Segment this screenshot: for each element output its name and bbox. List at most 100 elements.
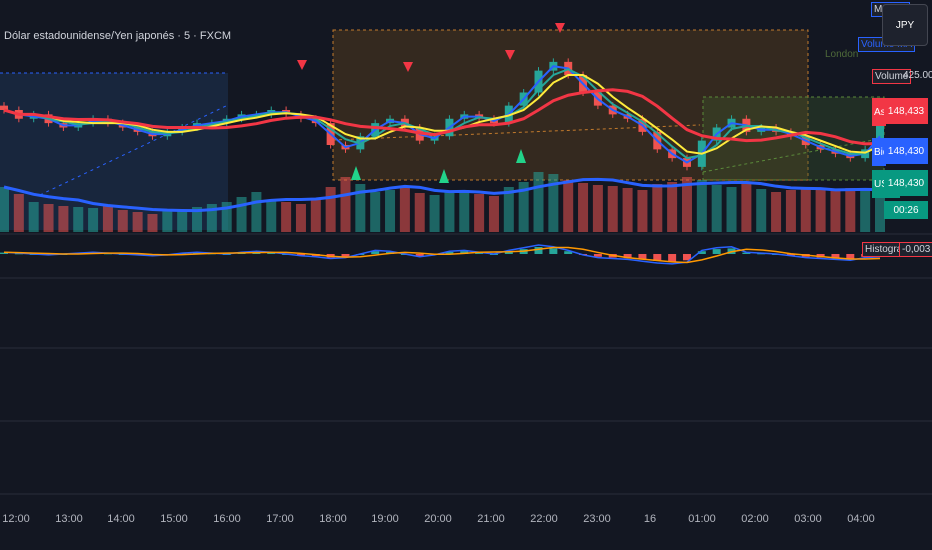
volume-bar bbox=[132, 212, 143, 232]
time-tick-label: 03:00 bbox=[794, 513, 822, 525]
london-session-label: London bbox=[825, 49, 859, 60]
volume-bar bbox=[592, 185, 603, 232]
volume-tag[interactable]: Volume bbox=[872, 69, 912, 84]
volume-bar bbox=[845, 188, 856, 232]
volume-bar bbox=[667, 182, 678, 232]
volume-bar bbox=[563, 180, 574, 232]
volume-bar bbox=[578, 183, 589, 232]
volume-bar bbox=[474, 194, 485, 232]
volume-bar bbox=[815, 189, 826, 232]
time-tick-label: 23:00 bbox=[583, 513, 611, 525]
time-tick-label: 19:00 bbox=[371, 513, 399, 525]
volume-bar bbox=[607, 186, 618, 232]
volume-bar bbox=[43, 204, 54, 232]
time-tick-label: 16 bbox=[644, 513, 656, 525]
sell-signal-arrow bbox=[555, 23, 565, 33]
time-tick-label: 21:00 bbox=[477, 513, 505, 525]
histogram-bar bbox=[682, 254, 691, 261]
volume-bar bbox=[281, 202, 292, 232]
time-tick-label: 18:00 bbox=[319, 513, 347, 525]
volume-bar bbox=[13, 194, 24, 232]
volume-bar bbox=[429, 195, 440, 232]
histogram-bar bbox=[786, 254, 795, 256]
volume-bar bbox=[830, 191, 841, 232]
volume-bar bbox=[459, 190, 470, 232]
histogram-bar bbox=[534, 247, 543, 254]
histogram-bar bbox=[415, 254, 424, 257]
volume-bar bbox=[444, 192, 455, 232]
histogram-bar bbox=[623, 254, 632, 259]
time-tick-label: 22:00 bbox=[530, 513, 558, 525]
volume-bar bbox=[771, 192, 782, 232]
london-trend-line bbox=[702, 137, 885, 173]
time-tick-label: 15:00 bbox=[160, 513, 188, 525]
volume-bar bbox=[236, 197, 247, 232]
time-tick-label: 13:00 bbox=[55, 513, 83, 525]
volume-bar bbox=[28, 202, 39, 232]
volume-bar bbox=[117, 210, 128, 232]
volume-bar bbox=[355, 184, 366, 232]
price-tag-name-ask: Ask bbox=[872, 98, 891, 126]
price-tag-value-ask: 148,433 bbox=[884, 98, 928, 124]
buy-signal-arrow bbox=[516, 149, 526, 163]
volume-bar bbox=[251, 192, 262, 232]
volume-bar bbox=[266, 200, 277, 232]
volume-bar bbox=[488, 196, 499, 232]
histogram-bar bbox=[593, 254, 602, 257]
volume-bar bbox=[875, 192, 885, 232]
countdown-tag: 00:26 bbox=[884, 201, 928, 219]
volume-bar bbox=[162, 211, 173, 232]
volume-bar bbox=[518, 182, 529, 232]
currency-label: JPY bbox=[895, 19, 915, 31]
volume-bar bbox=[73, 207, 84, 232]
histogram-bar bbox=[653, 254, 662, 261]
sell-signal-arrow bbox=[403, 62, 413, 72]
volume-bar bbox=[206, 204, 217, 232]
time-tick-label: 20:00 bbox=[424, 513, 452, 525]
volume-bar bbox=[58, 206, 69, 232]
volume-bar bbox=[0, 187, 9, 232]
volume-bar bbox=[88, 208, 99, 232]
histogram-bar bbox=[475, 252, 484, 254]
histogram-bar bbox=[831, 254, 840, 259]
volume-bar bbox=[548, 174, 559, 232]
volume-bar bbox=[385, 190, 396, 232]
macd-line bbox=[3, 244, 881, 265]
volume-value: 425.000 bbox=[903, 70, 932, 81]
price-tag-value-bid: 148,430 bbox=[884, 138, 928, 164]
histogram-bar bbox=[445, 251, 454, 254]
volume-bar bbox=[147, 214, 158, 232]
histogram-bar bbox=[504, 251, 513, 254]
histogram-bar bbox=[742, 252, 751, 254]
volume-bar bbox=[310, 199, 321, 232]
signal-line bbox=[3, 246, 881, 264]
volume-bar bbox=[414, 193, 425, 232]
volume-bar bbox=[325, 187, 336, 232]
currency-button[interactable]: JPY bbox=[882, 4, 928, 46]
histogram-value: -0,003 bbox=[899, 242, 932, 257]
volume-bar bbox=[652, 184, 663, 232]
histogram-bar bbox=[846, 254, 855, 259]
time-tick-label: 14:00 bbox=[107, 513, 135, 525]
volume-bar bbox=[503, 187, 514, 232]
volume-bar bbox=[102, 206, 113, 232]
volume-bar bbox=[177, 210, 188, 232]
histogram-bar bbox=[341, 254, 350, 257]
volume-bar bbox=[192, 207, 203, 232]
countdown-label: 00:26 bbox=[893, 204, 919, 216]
volume-bar bbox=[370, 192, 381, 232]
chart-title: Dólar estadounidense/Yen japonés · 5 · F… bbox=[4, 30, 232, 42]
volume-bar bbox=[533, 172, 544, 232]
histogram-bar bbox=[638, 254, 647, 260]
ma-mid-line bbox=[3, 74, 881, 155]
histogram-bar bbox=[371, 251, 380, 254]
ny-session-box bbox=[332, 29, 809, 181]
volume-bar bbox=[399, 188, 410, 232]
histogram-bar bbox=[549, 248, 558, 254]
ma-slow-line bbox=[3, 88, 881, 146]
volume-bar bbox=[756, 189, 767, 232]
volume-bar bbox=[726, 187, 737, 232]
volume-bar bbox=[622, 188, 633, 232]
histogram-bar bbox=[712, 249, 721, 254]
